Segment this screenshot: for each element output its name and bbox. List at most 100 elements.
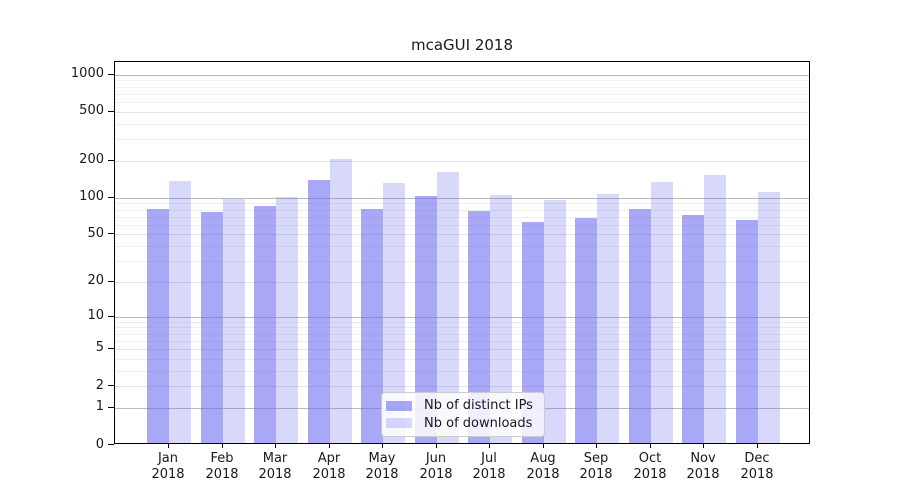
y-tick-mark <box>108 281 114 282</box>
x-tick-mark <box>222 444 223 448</box>
y-tick-mark <box>108 111 114 112</box>
minor-gridline <box>115 210 809 211</box>
x-tick-mark <box>703 444 704 448</box>
x-axis-month-label: Sep 2018 <box>568 451 624 483</box>
x-axis-month-label: Jan 2018 <box>140 451 196 483</box>
month-year: 2018 <box>686 467 720 482</box>
month-name: Jul <box>481 451 497 466</box>
x-tick-mark <box>757 444 758 448</box>
minor-gridline <box>115 261 809 262</box>
bar-downloads-sep <box>597 194 619 443</box>
legend-item-distinct-ips: Nb of distinct IPs <box>386 397 538 415</box>
minor-gridline <box>115 139 809 140</box>
minor-gridline <box>115 124 809 125</box>
x-axis-month-label: Jul 2018 <box>461 451 517 483</box>
month-name: Nov <box>690 451 716 466</box>
x-tick-mark <box>650 444 651 448</box>
bar-distinct-ips-jul <box>468 211 490 443</box>
month-name: Jun <box>425 451 447 466</box>
month-year: 2018 <box>205 467 239 482</box>
month-name: Sep <box>583 451 609 466</box>
plot-area <box>114 61 810 444</box>
month-year: 2018 <box>365 467 399 482</box>
bar-downloads-oct <box>651 182 673 443</box>
x-tick-mark <box>489 444 490 448</box>
legend-swatch-distinct-ips <box>386 400 412 411</box>
month-year: 2018 <box>312 467 346 482</box>
legend-label-downloads: Nb of downloads <box>424 415 533 431</box>
y-axis-tick-label: 20 <box>87 273 104 288</box>
x-tick-mark <box>168 444 169 448</box>
major-gridline <box>115 317 809 318</box>
x-axis-month-label: Nov 2018 <box>675 451 731 483</box>
x-tick-mark <box>436 444 437 448</box>
y-axis-tick-label: 200 <box>79 152 104 167</box>
gridline <box>115 161 809 162</box>
minor-gridline <box>115 341 809 342</box>
x-tick-mark <box>382 444 383 448</box>
minor-gridline <box>115 327 809 328</box>
y-tick-mark <box>108 348 114 349</box>
month-name: Feb <box>210 451 234 466</box>
x-tick-mark <box>596 444 597 448</box>
y-tick-mark <box>108 160 114 161</box>
minor-gridline <box>115 80 809 81</box>
bar-distinct-ips-apr <box>308 180 330 443</box>
y-tick-mark <box>108 407 114 408</box>
minor-gridline <box>115 246 809 247</box>
bar-distinct-ips-oct <box>629 209 651 443</box>
bar-downloads-may <box>383 183 405 443</box>
bar-downloads-jan <box>169 181 191 443</box>
month-name: Jan <box>157 451 179 466</box>
legend-label-distinct-ips: Nb of distinct IPs <box>424 398 533 414</box>
y-axis-tick-label: 5 <box>95 340 104 355</box>
bar-distinct-ips-nov <box>682 215 704 443</box>
month-name: Mar <box>262 451 288 466</box>
minor-gridline <box>115 217 809 218</box>
y-tick-mark <box>108 233 114 234</box>
bar-downloads-dec <box>758 192 780 443</box>
bar-downloads-jun <box>437 172 459 443</box>
y-axis-tick-label: 2 <box>95 378 104 393</box>
gridline <box>115 386 809 387</box>
chart-title: mcaGUI 2018 <box>410 36 514 54</box>
gridline <box>115 282 809 283</box>
y-tick-mark <box>108 197 114 198</box>
month-name: Dec <box>744 451 770 466</box>
y-tick-mark <box>108 444 114 445</box>
bar-distinct-ips-jun <box>415 196 437 443</box>
month-year: 2018 <box>526 467 560 482</box>
y-tick-mark <box>108 316 114 317</box>
bar-downloads-mar <box>276 197 298 443</box>
month-name: May <box>368 451 396 466</box>
x-axis-month-label: Aug 2018 <box>515 451 571 483</box>
x-axis-month-label: Mar 2018 <box>247 451 303 483</box>
bar-distinct-ips-feb <box>201 212 223 443</box>
minor-gridline <box>115 322 809 323</box>
x-axis-month-label: Feb 2018 <box>194 451 250 483</box>
minor-gridline <box>115 225 809 226</box>
bar-downloads-nov <box>704 175 726 443</box>
y-axis-tick-label: 1000 <box>70 66 104 81</box>
major-gridline <box>115 75 809 76</box>
month-year: 2018 <box>258 467 292 482</box>
gridline <box>115 112 809 113</box>
legend: Nb of distinct IPs Nb of downloads <box>381 392 545 437</box>
y-axis-tick-label: 1 <box>95 399 104 414</box>
y-tick-mark <box>108 74 114 75</box>
x-axis-month-label: Dec 2018 <box>729 451 785 483</box>
month-year: 2018 <box>633 467 667 482</box>
x-axis-month-label: Jun 2018 <box>408 451 464 483</box>
bar-downloads-feb <box>223 199 245 443</box>
x-tick-mark <box>329 444 330 448</box>
month-year: 2018 <box>740 467 774 482</box>
bar-downloads-aug <box>544 200 566 443</box>
legend-item-downloads: Nb of downloads <box>386 415 538 433</box>
bar-distinct-ips-sep <box>575 218 597 443</box>
bar-distinct-ips-aug <box>522 222 544 443</box>
month-name: Apr <box>317 451 341 466</box>
legend-swatch-downloads <box>386 418 412 429</box>
y-axis-tick-label: 500 <box>79 103 104 118</box>
month-year: 2018 <box>579 467 613 482</box>
y-tick-mark <box>108 385 114 386</box>
